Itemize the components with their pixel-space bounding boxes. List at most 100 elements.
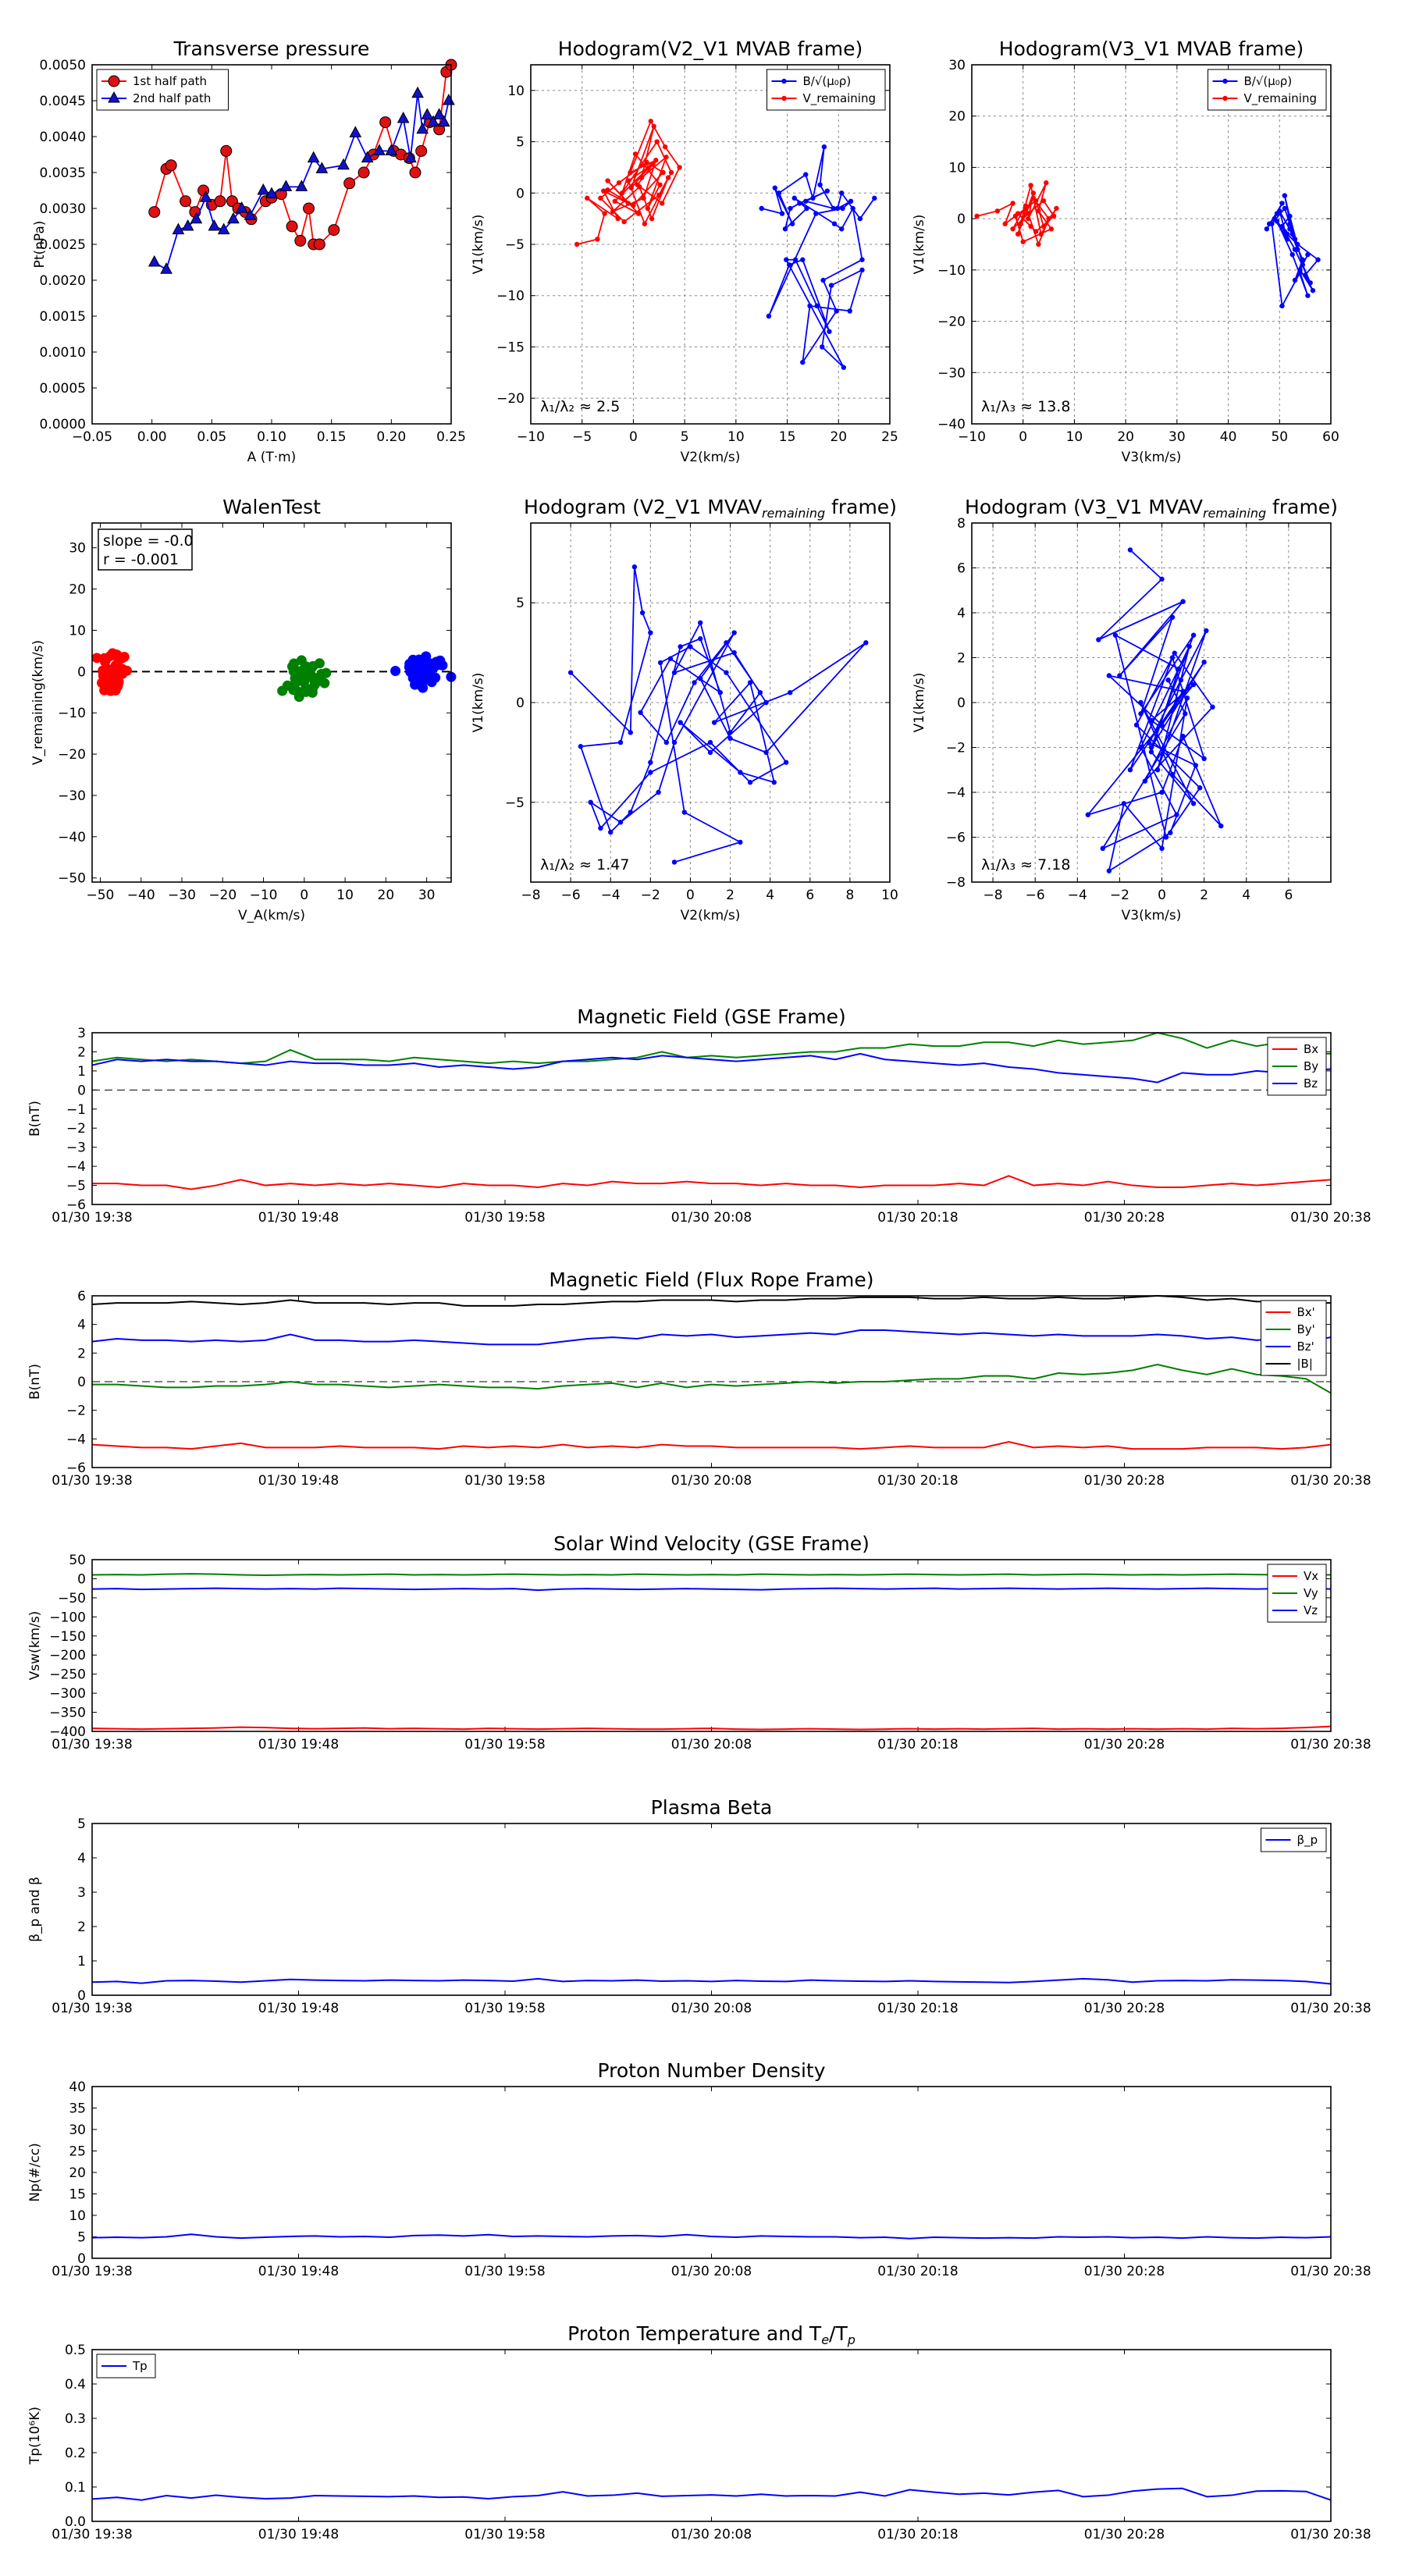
data-point-blue [1127, 767, 1133, 773]
x-tick-label: 01/30 20:28 [1084, 2527, 1165, 2542]
title-subscript: p [847, 2332, 855, 2347]
data-point-blue [763, 699, 769, 706]
data-point-blue [717, 690, 723, 696]
data-point-blue [788, 205, 793, 212]
y-tick-label: 10 [69, 2208, 86, 2224]
data-point-blue [813, 211, 819, 216]
y-tick-label: 0.0000 [40, 417, 86, 432]
data-point-red [220, 144, 233, 157]
data-point-blue [1287, 226, 1293, 232]
y-tick-label: 0.0015 [40, 309, 86, 325]
title-main: Hodogram (V3_V1 MVAV [965, 496, 1203, 518]
series-line-red [91, 1440, 1332, 1450]
data-point-blue [831, 205, 836, 212]
y-tick-label: −10 [58, 706, 86, 721]
data-point-blue [427, 115, 439, 127]
legend-label: Bx [1304, 1042, 1318, 1056]
data-point-blue [1292, 247, 1298, 252]
data-point-blue [807, 303, 813, 309]
data-point-red [91, 653, 102, 664]
data-point-blue [1201, 756, 1207, 762]
x-tick-label: −6 [1026, 888, 1045, 903]
data-point-blue [859, 257, 865, 262]
data-point-red [645, 205, 651, 212]
data-point-blue [827, 329, 832, 334]
x-tick-label: −40 [127, 888, 155, 903]
y-tick-label: 5 [516, 135, 525, 151]
data-point-blue [244, 208, 257, 220]
y-tick-label: 2 [77, 1346, 86, 1361]
data-point-blue [1292, 237, 1298, 242]
x-tick-label: 50 [1271, 429, 1288, 445]
data-point-blue [828, 283, 834, 288]
data-point-red [651, 123, 656, 130]
series-line-blue [91, 1977, 1332, 1985]
x-tick-label: 30 [1168, 429, 1186, 445]
data-point-blue [648, 760, 653, 765]
data-point-blue [235, 201, 248, 213]
y-tick-label: 10 [69, 623, 86, 639]
data-point-blue [425, 667, 436, 678]
data-point-blue [628, 809, 633, 815]
data-point-red [107, 648, 118, 659]
data-point-red [1046, 215, 1051, 222]
x-tick-label: −4 [1068, 888, 1087, 903]
data-point-blue [678, 720, 683, 725]
data-point-green [277, 685, 288, 696]
y-tick-label: −40 [58, 830, 86, 845]
x-tick-label: 60 [1322, 429, 1339, 445]
x-tick-label: 01/30 20:08 [671, 2264, 752, 2279]
legend-label: Bz' [1297, 1340, 1314, 1354]
data-point-blue [411, 86, 424, 98]
data-point-red [637, 184, 642, 190]
data-point-red [433, 123, 446, 136]
plot-frame [91, 1032, 1332, 1205]
data-point-red [574, 241, 580, 247]
x-tick-label: −5 [572, 429, 592, 445]
legend-label: 2nd half path [133, 91, 211, 105]
y-tick-label: −6 [66, 1461, 86, 1476]
y-tick-label: 30 [948, 58, 966, 73]
y-tick-label: −5 [505, 237, 525, 253]
data-point-blue [681, 809, 687, 815]
data-point-blue [707, 749, 713, 756]
data-point-blue [850, 205, 855, 212]
y-tick-label: 0.3 [65, 2411, 86, 2427]
legend-marker [108, 75, 120, 87]
data-point-blue [656, 789, 661, 795]
plot-title: WalenTest [222, 496, 321, 518]
y-tick-label: 5 [77, 2230, 86, 2246]
data-point-blue [1159, 789, 1165, 795]
data-point-red [660, 169, 666, 176]
data-point-blue [763, 749, 769, 756]
legend-label: B/√(μ₀ρ) [803, 74, 852, 88]
x-tick-label: −10 [250, 888, 278, 903]
data-point-blue [416, 122, 429, 134]
legend-label: β_p [1297, 1833, 1318, 1848]
data-point-red [663, 155, 669, 160]
data-point-red [148, 206, 161, 219]
data-point-blue [1315, 257, 1321, 262]
x-tick-label: 01/30 20:28 [1084, 2264, 1165, 2279]
data-point-red [379, 116, 392, 129]
data-point-red [1026, 215, 1031, 222]
data-point-blue [1186, 643, 1192, 649]
data-point-blue [432, 108, 446, 119]
plot-frame [530, 64, 891, 425]
x-tick-label: 0.25 [436, 429, 466, 445]
data-point-blue [1174, 812, 1179, 817]
title-main: Plasma Beta [651, 1796, 773, 1819]
data-point-blue [872, 195, 877, 201]
y-tick-label: 0.0005 [40, 381, 86, 397]
data-point-red [641, 195, 646, 201]
plots-layer: Transverse pressure−0.05 0.00 0.05 0.10 0.15… [27, 37, 1371, 2542]
data-point-red [595, 237, 600, 242]
legend-label: V_remaining [803, 91, 877, 106]
data-point-blue [361, 151, 374, 163]
data-point-blue [227, 212, 240, 224]
x-tick-label: −0.05 [72, 429, 112, 445]
plot-title: Plasma Beta [651, 1796, 773, 1819]
data-point-red [649, 215, 655, 222]
data-point-blue [1138, 745, 1144, 750]
data-point-red [605, 178, 610, 183]
